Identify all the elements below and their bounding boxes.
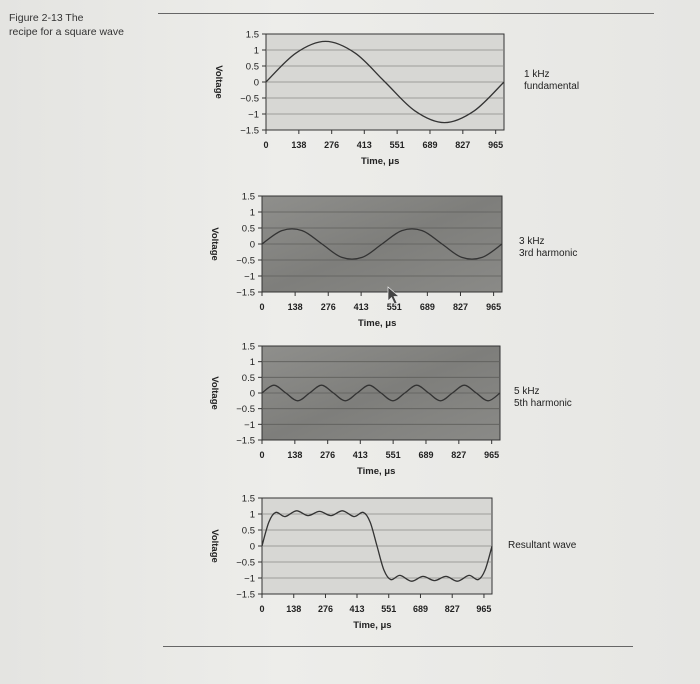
x-tick-label: 965 <box>486 302 501 312</box>
mouse-cursor-icon <box>387 286 400 305</box>
y-tick-label: 1.5 <box>242 192 255 203</box>
bottom-rule <box>163 646 633 647</box>
y-tick-label: 0.5 <box>242 526 255 537</box>
x-tick-label: 551 <box>381 604 396 614</box>
x-tick-label: 413 <box>354 302 369 312</box>
x-tick-label: 413 <box>353 450 368 460</box>
x-tick-label: 276 <box>324 140 339 150</box>
y-tick-label: −1.5 <box>236 590 255 601</box>
chart-4: 1.5 1 0.5 0 −0.5 −1 −1.5 0 138 276 413 551 689 827 965… <box>209 494 493 631</box>
series-line <box>261 384 501 402</box>
y-tick-label: 1.5 <box>242 342 255 353</box>
x-tick-label: 827 <box>453 302 468 312</box>
y-tick-label: −1 <box>244 574 255 585</box>
y-tick-label: 0 <box>250 542 255 553</box>
y-tick-label: 1 <box>254 46 259 57</box>
y-tick-label: −0.5 <box>240 94 259 105</box>
x-tick-label: 0 <box>263 140 268 150</box>
y-tick-label: 1.5 <box>242 494 255 505</box>
x-tick-label: 551 <box>390 140 405 150</box>
x-tick-label: 0 <box>259 450 264 460</box>
x-tick-label: 413 <box>357 140 372 150</box>
x-tick-label: 965 <box>488 140 503 150</box>
x-tick-label: 413 <box>349 604 364 614</box>
x-tick-label: 965 <box>484 450 499 460</box>
x-tick-label: 689 <box>418 450 433 460</box>
x-tick-label: 0 <box>259 604 264 614</box>
side-label-5th-harmonic: 5 kHz 5th harmonic <box>514 386 572 409</box>
figure-caption: Figure 2-13 The recipe for a square wave <box>9 12 124 38</box>
y-tick-label: 0.5 <box>242 373 255 384</box>
y-tick-label: 0.5 <box>242 224 255 235</box>
y-tick-label: −1 <box>244 420 255 431</box>
y-tick-label: −0.5 <box>236 558 255 569</box>
y-tick-label: −1 <box>244 272 255 283</box>
y-tick-label: −1.5 <box>236 288 255 299</box>
y-tick-label: 1 <box>250 510 255 521</box>
series-line <box>265 40 505 124</box>
side-label-resultant-wave: Resultant wave <box>508 540 577 551</box>
y-tick-label: 1 <box>250 208 255 219</box>
x-tick-label: 689 <box>413 604 428 614</box>
x-tick-label: 276 <box>318 604 333 614</box>
x-axis-label: Time, μs <box>357 466 395 477</box>
y-tick-label: 0 <box>254 78 259 89</box>
x-tick-label: 689 <box>420 302 435 312</box>
y-tick-label: −0.5 <box>236 404 255 415</box>
side-label-3rd-harmonic: 3 kHz 3rd harmonic <box>519 236 578 259</box>
x-tick-label: 138 <box>287 450 302 460</box>
x-tick-label: 0 <box>259 302 264 312</box>
chart-3: 1.5 1 0.5 0 −0.5 −1 −1.5 0 138 276 413 551 689 827 965… <box>209 342 501 477</box>
y-axis-label: Voltage <box>209 376 220 410</box>
series-line <box>261 228 503 260</box>
x-tick-label: 276 <box>320 450 335 460</box>
series-line <box>261 510 493 582</box>
x-tick-label: 827 <box>445 604 460 614</box>
top-rule <box>158 13 654 14</box>
x-tick-label: 551 <box>386 450 401 460</box>
y-tick-label: −1 <box>248 110 259 121</box>
x-tick-label: 827 <box>455 140 470 150</box>
x-tick-label: 276 <box>321 302 336 312</box>
chart-2: 1.5 1 0.5 0 −0.5 −1 −1.5 0 138 276 413 551 689 827 965… <box>209 192 503 329</box>
y-axis-label: Voltage <box>213 65 224 99</box>
x-axis-label: Time, μs <box>353 620 391 631</box>
chart-1: 1.5 1 0.5 0 −0.5 −1 −1.5 0 138 276 413 551 689 827 965… <box>213 30 505 167</box>
x-tick-label: 689 <box>422 140 437 150</box>
y-tick-label: 0.5 <box>246 62 259 73</box>
x-tick-label: 965 <box>476 604 491 614</box>
y-tick-label: −1.5 <box>240 126 259 137</box>
x-tick-label: 138 <box>291 140 306 150</box>
side-label-fundamental: 1 kHz fundamental <box>524 69 580 92</box>
x-tick-label: 827 <box>451 450 466 460</box>
x-axis-label: Time, μs <box>361 156 399 167</box>
y-tick-label: 0 <box>250 240 255 251</box>
y-axis-label: Voltage <box>209 227 220 261</box>
y-tick-label: −1.5 <box>236 436 255 447</box>
y-tick-label: 1.5 <box>246 30 259 41</box>
y-axis-label: Voltage <box>209 529 220 563</box>
y-tick-label: 1 <box>250 357 255 368</box>
x-tick-label: 138 <box>286 604 301 614</box>
x-tick-label: 551 <box>387 302 402 312</box>
y-tick-label: 0 <box>250 389 255 400</box>
x-axis-label: Time, μs <box>358 318 396 329</box>
y-tick-label: −0.5 <box>236 256 255 267</box>
x-tick-label: 138 <box>288 302 303 312</box>
